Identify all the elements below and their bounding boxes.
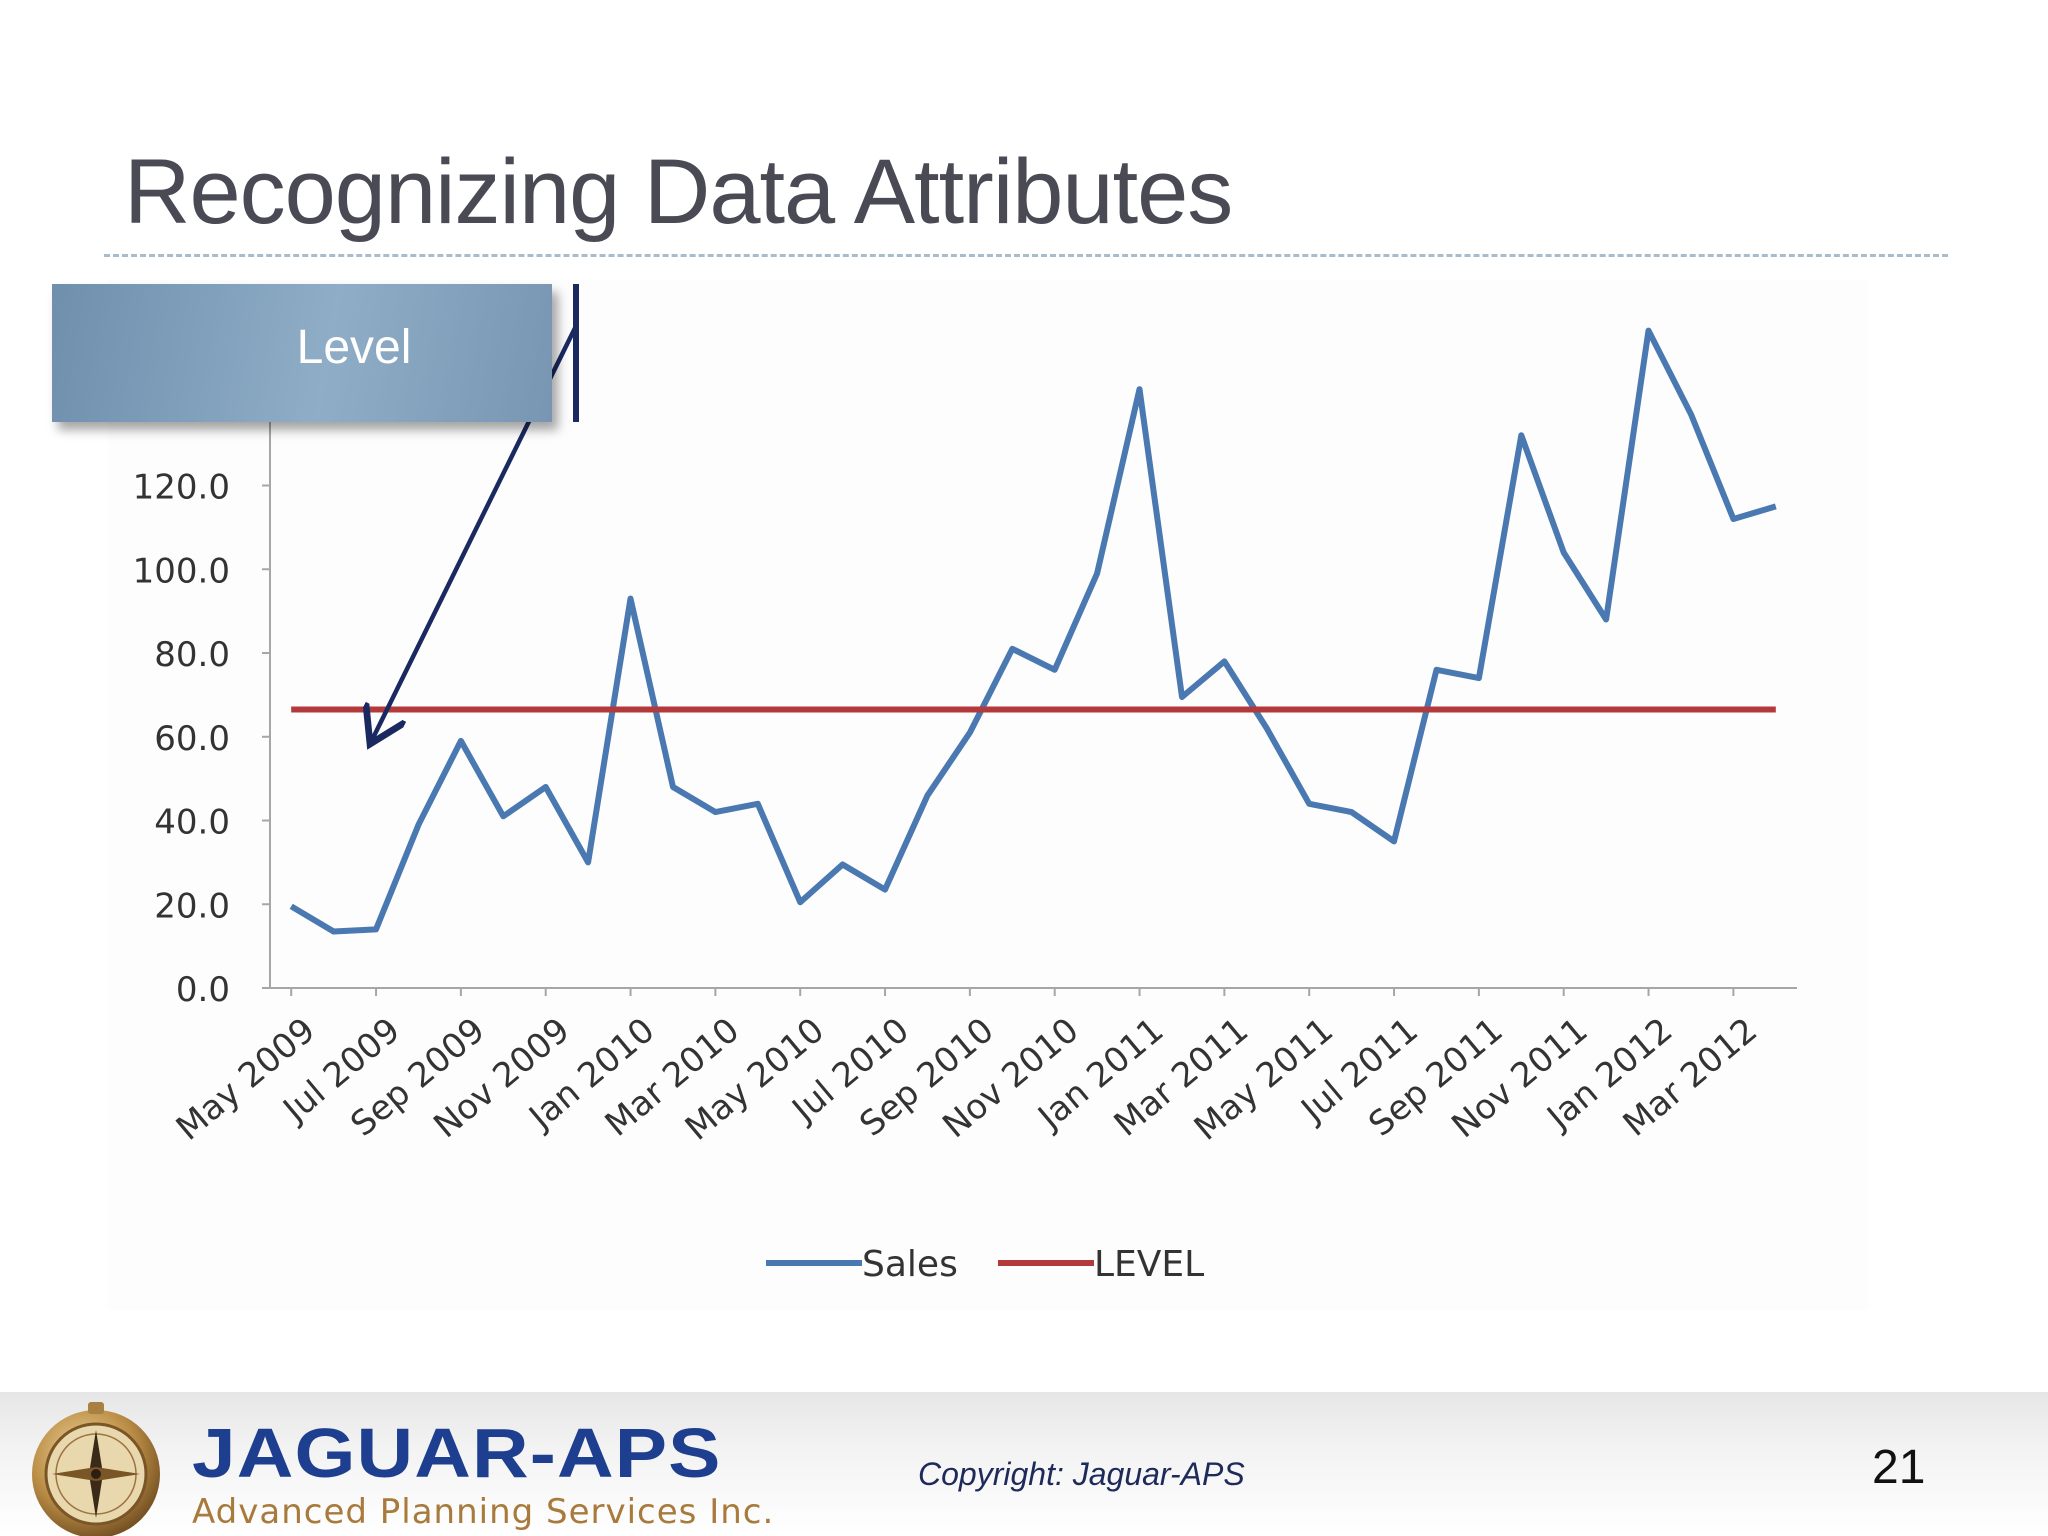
footer-band	[0, 1392, 2048, 1536]
y-tick-label: 100.0	[133, 551, 230, 591]
y-tick-label: 60.0	[154, 719, 230, 759]
series-line-sales	[289, 327, 1777, 935]
y-tick-label: 80.0	[154, 635, 230, 675]
legend-label: LEVEL	[1094, 1244, 1204, 1285]
page-number: 21	[1872, 1441, 1926, 1494]
logo-tagline: Advanced Planning Services Inc.	[192, 1492, 775, 1532]
callout-label: Level	[296, 320, 412, 374]
y-tick-label: 20.0	[154, 886, 230, 926]
slide-title: Recognizing Data Attributes	[124, 141, 1233, 243]
compass-icon	[32, 1402, 160, 1536]
logo-wordmark: JAGUAR-APS	[192, 1414, 722, 1492]
y-tick-label: 120.0	[133, 468, 230, 508]
y-tick-label: 0.0	[176, 970, 230, 1010]
level-callout-box: Level	[52, 284, 552, 422]
copyright-notice: Copyright: Jaguar-APS	[918, 1456, 1245, 1492]
title-divider	[104, 254, 1948, 257]
chart-panel	[108, 280, 1868, 1310]
y-tick-label: 40.0	[154, 803, 230, 843]
legend-label: Sales	[862, 1244, 958, 1285]
